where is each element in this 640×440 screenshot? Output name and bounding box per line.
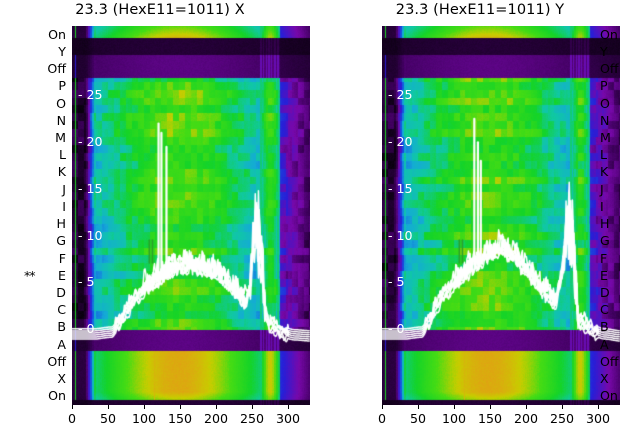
category-tick-label: A	[57, 337, 66, 352]
category-star-marker: **	[24, 268, 36, 283]
category-tick-label: K	[57, 164, 66, 179]
category-axis-right: On Y Off P O N M L K J I H G F E D C B A Off X On	[596, 26, 640, 405]
xtick-mark	[562, 405, 563, 409]
xtick-mark	[490, 405, 491, 409]
ytick-label: - 10	[78, 228, 103, 243]
panel-y-line-overlay	[382, 26, 620, 405]
category-tick-label: Off	[47, 354, 66, 369]
category-tick-label: X	[600, 371, 609, 386]
xtick-mark	[598, 405, 599, 409]
xtick-label: 100	[131, 411, 157, 426]
xtick-label: 0	[377, 411, 387, 426]
category-tick-label: B	[600, 319, 609, 334]
category-tick-label: E	[58, 268, 66, 283]
category-tick-label: D	[56, 285, 66, 300]
xtick-label: 100	[441, 411, 467, 426]
category-tick-label: G	[56, 233, 66, 248]
category-tick-label: H	[600, 216, 610, 231]
category-tick-label: Y	[58, 44, 66, 59]
category-tick-label: L	[58, 147, 66, 162]
category-tick-label: J	[62, 182, 66, 197]
xtick-mark	[72, 405, 73, 409]
xtick-mark	[454, 405, 455, 409]
ytick-label: - 5	[388, 274, 405, 289]
category-tick-label: X	[57, 371, 66, 386]
category-tick-label: On	[48, 27, 66, 42]
category-tick-label: On	[600, 27, 618, 42]
xtick-mark	[382, 405, 383, 409]
category-tick-label: N	[56, 113, 66, 128]
xtick-mark	[216, 405, 217, 409]
xtick-mark	[144, 405, 145, 409]
category-tick-label: P	[600, 78, 608, 93]
category-tick-label: H	[56, 216, 66, 231]
category-tick-label: O	[56, 96, 66, 111]
ytick-label: - 0	[388, 321, 405, 336]
category-tick-label: O	[600, 96, 610, 111]
xtick-label: 300	[275, 411, 301, 426]
category-tick-label: F	[600, 251, 608, 266]
category-tick-label: On	[48, 388, 66, 403]
xtick-mark	[418, 405, 419, 409]
ytick-label: - 15	[78, 181, 103, 196]
panel-y-axes	[382, 26, 620, 405]
category-tick-label: F	[58, 251, 66, 266]
category-tick-label: B	[57, 319, 66, 334]
ytick-label: - 20	[388, 134, 413, 149]
xtick-label: 300	[585, 411, 611, 426]
ytick-label: - 5	[78, 274, 95, 289]
category-tick-label: M	[600, 130, 611, 145]
xtick-mark	[180, 405, 181, 409]
xtick-label: 0	[67, 411, 77, 426]
category-tick-label: A	[600, 337, 609, 352]
xtick-label: 50	[409, 411, 427, 426]
xtick-label: 50	[99, 411, 117, 426]
category-tick-label: C	[600, 302, 609, 317]
xtick-mark	[108, 405, 109, 409]
category-tick-label: G	[600, 233, 610, 248]
xtick-label: 250	[239, 411, 265, 426]
category-tick-label: Off	[600, 354, 619, 369]
xtick-mark	[288, 405, 289, 409]
ytick-label: - 25	[78, 87, 103, 102]
panel-x-axes	[72, 26, 310, 405]
category-tick-label: Off	[47, 61, 66, 76]
category-tick-label: D	[600, 285, 610, 300]
ytick-label: - 20	[78, 134, 103, 149]
panel-y-title: 23.3 (HexE11=1011) Y	[395, 2, 565, 18]
category-tick-label: N	[600, 113, 610, 128]
category-tick-label: E	[600, 268, 608, 283]
category-tick-label: L	[600, 147, 608, 162]
xtick-label: 250	[549, 411, 575, 426]
ytick-label: - 10	[388, 228, 413, 243]
category-tick-label: I	[600, 199, 604, 214]
panel-y: 23.3 (HexE11=1011) Y	[320, 0, 640, 440]
xtick-label: 200	[513, 411, 539, 426]
xtick-mark	[252, 405, 253, 409]
category-tick-label: K	[600, 164, 609, 179]
category-tick-label: M	[55, 130, 66, 145]
category-tick-label: P	[58, 78, 66, 93]
ytick-label: - 25	[388, 87, 413, 102]
panel-x: 23.3 (HexE11=1011) X	[72, 2, 310, 405]
ytick-label: - 0	[78, 321, 95, 336]
panel-x-title: 23.3 (HexE11=1011) X	[75, 2, 245, 18]
category-tick-label: C	[57, 302, 66, 317]
category-tick-label: Y	[600, 44, 608, 59]
xtick-label: 200	[203, 411, 229, 426]
category-tick-label: I	[62, 199, 66, 214]
category-axis-left: On Y Off P O N M L K J I H G F E ** D C B A Off X On	[24, 26, 68, 405]
xtick-label: 150	[477, 411, 503, 426]
category-tick-label: J	[600, 182, 604, 197]
category-tick-label: Off	[600, 61, 619, 76]
xtick-mark	[526, 405, 527, 409]
category-tick-label: On	[600, 388, 618, 403]
xtick-label: 150	[167, 411, 193, 426]
panel-x-line-overlay	[72, 26, 310, 405]
ytick-label: - 15	[388, 181, 413, 196]
